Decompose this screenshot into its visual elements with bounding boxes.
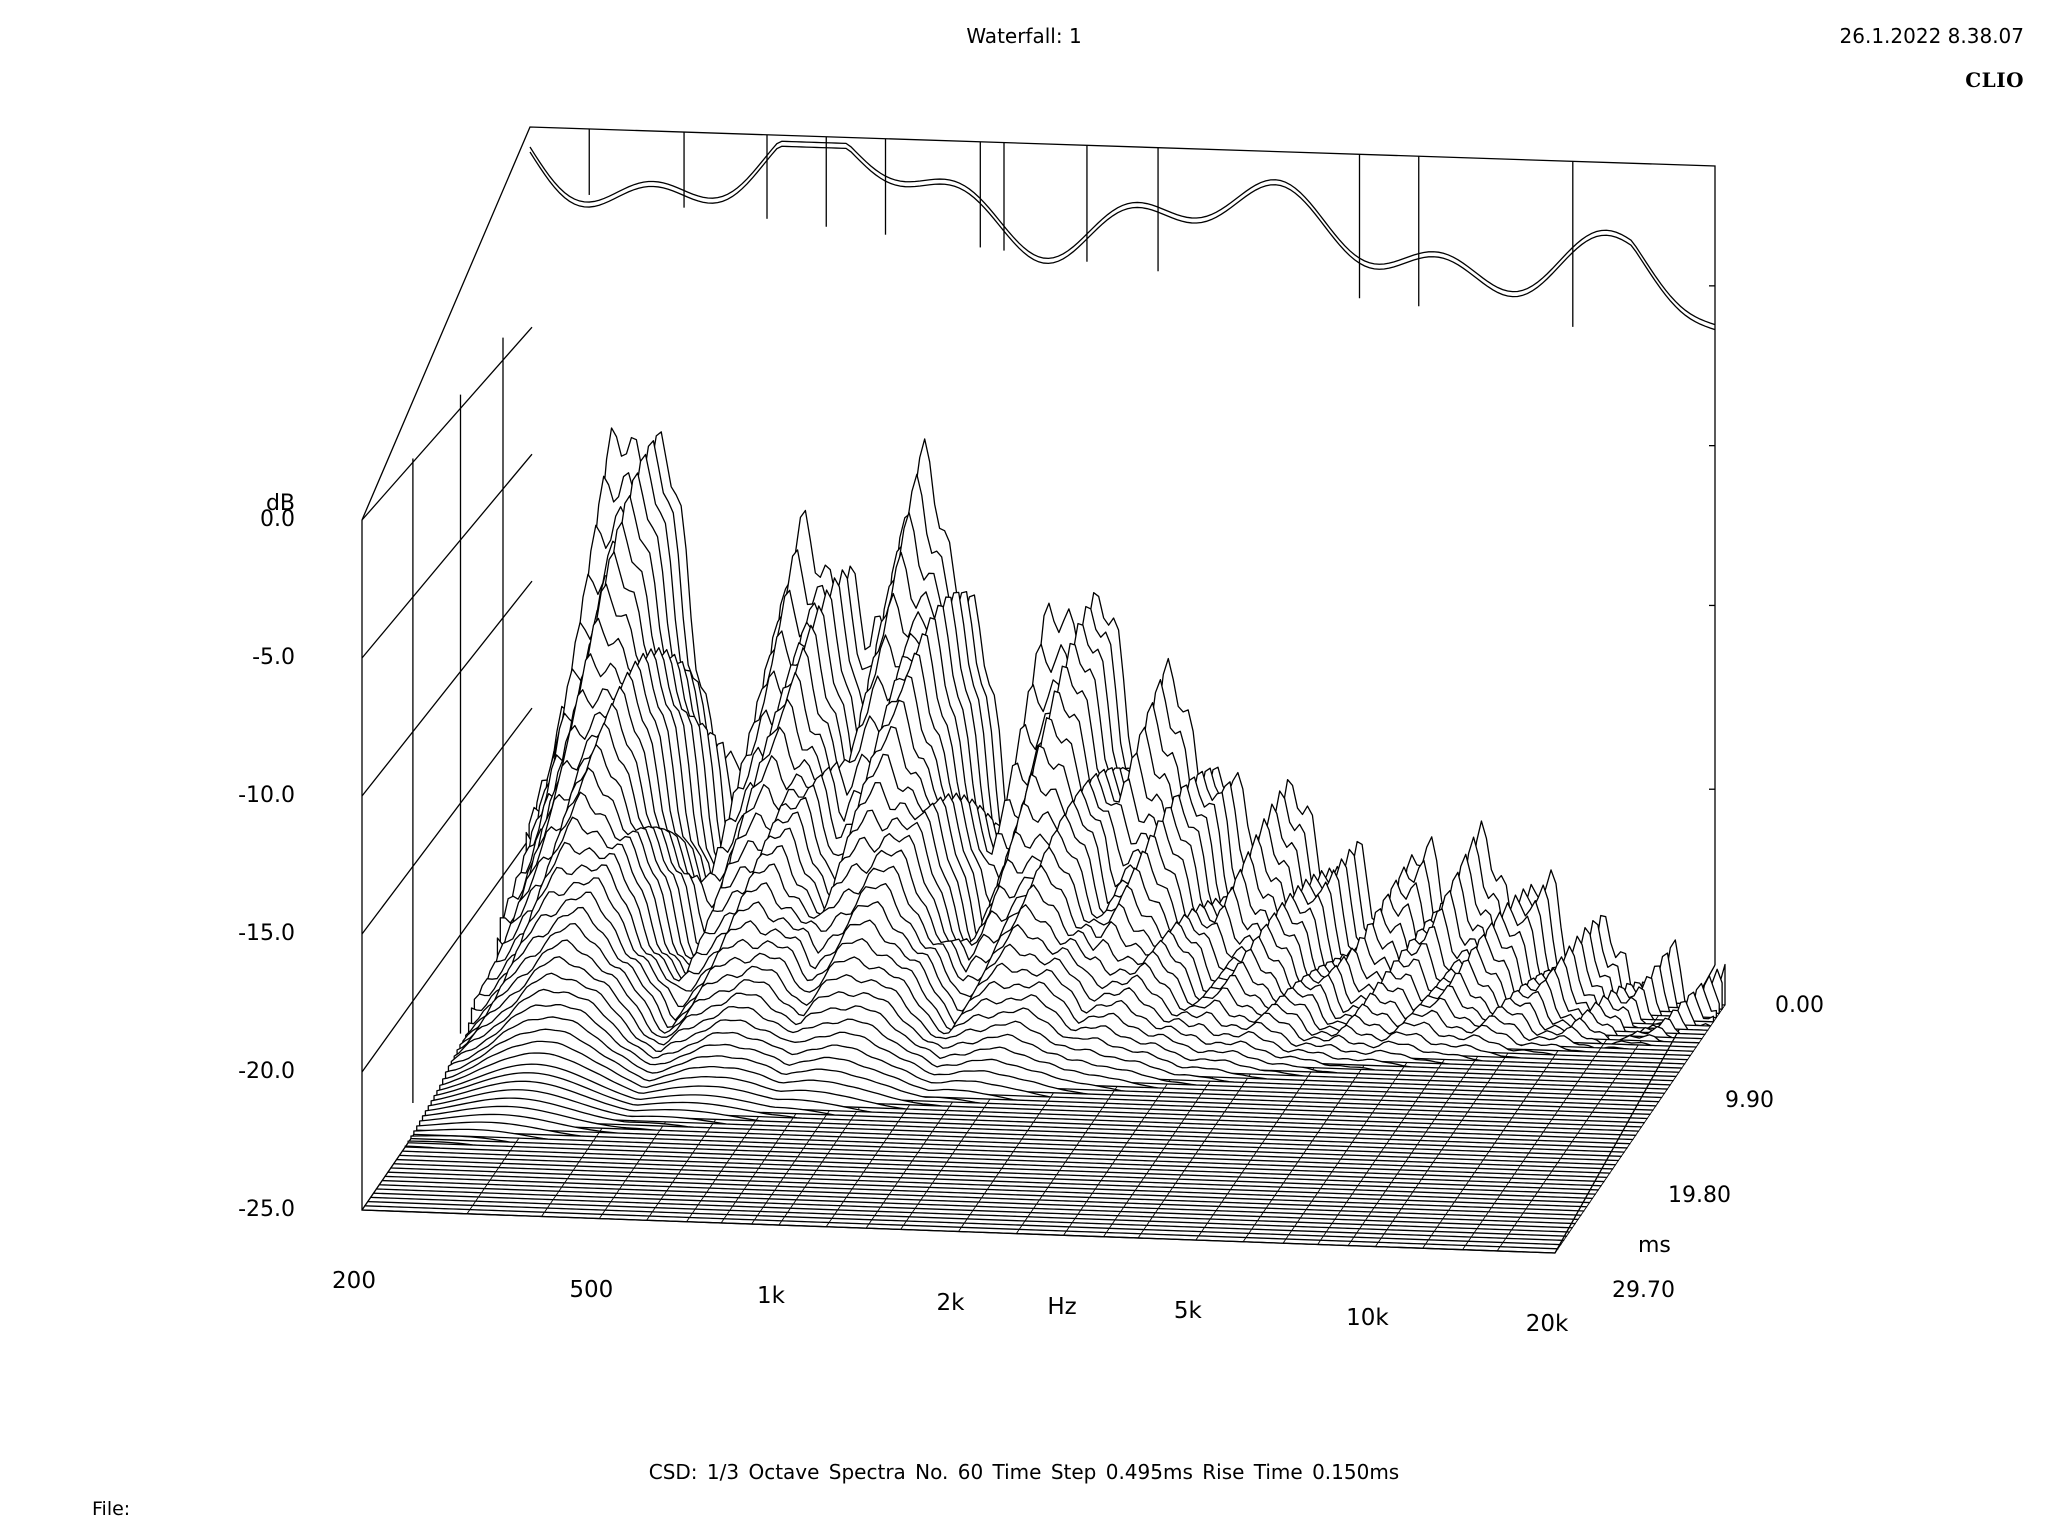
y-axis-label: dB [265,491,295,516]
x-tick-label: 20k [1525,1311,1569,1337]
spectrum-slice [404,1145,1599,1191]
x-tick-label: 10k [1346,1304,1389,1331]
spectrum-slice [390,1167,1585,1212]
timestamp: 26.1.2022 8.38.07 [1839,24,2024,48]
spectrum-slice [372,1192,1568,1237]
z-tick-label: 19.80 [1668,1183,1731,1208]
left-wall-grid-line [361,580,533,797]
back-wall-response [529,128,1716,331]
spectrum-slice [384,1175,1579,1221]
spectrum-slice [375,1188,1571,1233]
spectrum-slice [369,1196,1565,1242]
x-tick-label: 500 [569,1276,614,1303]
spectrum-slice [361,1209,1556,1254]
y-tick-label: -20.0 [238,1059,295,1084]
spectrum-slice [398,1154,1594,1200]
spectrum-slice [416,1121,1611,1174]
spectrum-slice [407,1140,1602,1187]
top-edge [361,126,1716,965]
floor-frequency-line [1554,1004,1726,1254]
spectrum-slice [413,1128,1608,1178]
x-tick-label: 2k [936,1289,965,1316]
left-wall-grid-line [361,834,533,1073]
spectrum-slice [395,1158,1591,1204]
x-axis-label: Hz [1047,1294,1077,1320]
chart-title: Waterfall: 1 [966,24,1082,48]
y-tick-label: -5.0 [252,645,295,670]
back-wall-curve [529,140,1716,326]
z-axis-label: ms [1638,1233,1671,1258]
x-tick-label: 200 [332,1268,376,1294]
x-tick-label: 1k [756,1283,785,1310]
left-wall-grid-line [361,453,533,659]
left-wall-grid-line [361,326,533,521]
spectrum-slice [418,1113,1614,1170]
left-wall-grid-line [361,707,533,935]
spectrum-slice [401,1150,1596,1195]
spectrum-slice [393,1163,1588,1208]
spectrum-slice [424,1097,1620,1162]
brand-logo: CLIO [1965,68,2024,92]
y-tick-label: -15.0 [238,921,295,946]
spectrum-slices [361,427,1726,1254]
file-label: File: [92,1498,131,1520]
spectrum-slice [381,1179,1576,1225]
z-tick-label: 9.90 [1725,1088,1774,1113]
y-tick-label: -10.0 [238,783,295,808]
spectrum-slice [410,1135,1605,1183]
y-tick-label: 0.0 [260,507,295,532]
spectrum-slice [364,1205,1559,1250]
spectrum-slice [421,1105,1617,1166]
z-tick-label: 29.70 [1612,1278,1675,1303]
y-tick-label: -25.0 [238,1197,295,1222]
back-wall-curve [529,145,1716,331]
spectrum-slice [387,1171,1582,1216]
spectrum-slice [378,1184,1573,1229]
floor-frequency-line [1462,1001,1633,1250]
spectrum-slice [367,1200,1562,1246]
x-tick-label: 5k [1173,1298,1202,1325]
csd-settings: CSD: 1/3 Octave Spectra No. 60 Time Step… [648,1460,1400,1484]
z-tick-label: 0.00 [1775,993,1824,1018]
spectrum-slice [427,1089,1622,1157]
